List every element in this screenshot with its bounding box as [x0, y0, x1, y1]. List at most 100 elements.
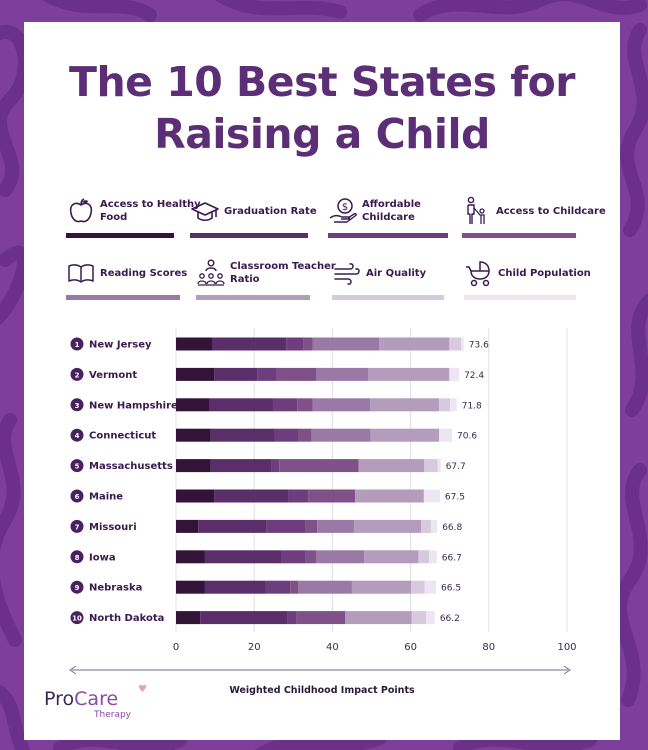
- heart-icon: ♥: [138, 684, 147, 695]
- bar-segment: [364, 550, 419, 564]
- total-label: 67.5: [445, 493, 465, 503]
- legend-swatch: [332, 295, 444, 300]
- bar-segment: [176, 367, 215, 381]
- legend-item-graduation: Graduation Rate: [190, 196, 317, 240]
- logo-sub: Therapy: [94, 710, 131, 720]
- bar-segment: [176, 519, 199, 533]
- total-label: 66.2: [440, 614, 460, 624]
- state-label: New Jersey: [89, 340, 152, 351]
- bar-segment: [449, 367, 460, 381]
- bar-segment: [297, 428, 312, 442]
- bar-segment: [423, 489, 440, 503]
- svg-text:$: $: [342, 202, 348, 213]
- legend-label: Affordable Childcare: [362, 199, 421, 223]
- bar-segment: [358, 459, 425, 473]
- bar-segment: [439, 428, 453, 442]
- legend-item-teacher-ratio: Classroom Teacher Ratio: [196, 258, 336, 302]
- apple-icon: [69, 198, 93, 223]
- bar-segment: [449, 337, 462, 351]
- legend-label: Access to Healthy Food: [100, 199, 201, 223]
- rank-badge: [70, 489, 84, 503]
- bar-segment: [421, 519, 431, 533]
- bar-segment: [426, 611, 435, 625]
- book-icon: [68, 264, 94, 283]
- bar-segment: [176, 459, 211, 473]
- rank-number: 4: [75, 432, 80, 440]
- rank-number: 9: [75, 584, 80, 592]
- legend-swatch: [66, 233, 174, 238]
- bar-segment: [297, 398, 313, 412]
- bar-segment: [370, 398, 440, 412]
- page-title: The 10 Best States for Raising a Child: [24, 56, 620, 160]
- bar-segment: [305, 519, 318, 533]
- total-label: 66.5: [441, 584, 461, 594]
- bar-segment: [214, 367, 258, 381]
- bar-segment: [287, 611, 297, 625]
- bar-segment: [410, 580, 425, 594]
- state-label: Vermont: [89, 370, 137, 381]
- rank-number: 2: [75, 371, 80, 379]
- rank-number: 7: [75, 523, 80, 531]
- bar-segment: [286, 337, 304, 351]
- axis-arrow-left: [69, 665, 77, 675]
- bar-segment: [312, 337, 380, 351]
- bar-segment: [354, 519, 422, 533]
- x-axis-label: Weighted Childhood Impact Points: [229, 685, 415, 696]
- total-label: 73.6: [469, 341, 489, 351]
- state-label: Iowa: [89, 552, 116, 563]
- rank-number: 10: [72, 615, 82, 623]
- axis-arrow-right: [563, 665, 571, 675]
- rank-badge: [70, 611, 84, 625]
- bar-segment: [424, 459, 438, 473]
- bar-segment: [176, 428, 211, 442]
- total-label: 70.6: [457, 432, 477, 442]
- dollar-hand-icon: $: [329, 198, 357, 223]
- bar-segment: [210, 428, 275, 442]
- bar-segment: [200, 611, 288, 625]
- bar-segment: [345, 611, 412, 625]
- rank-badge: [70, 337, 84, 351]
- bar-segment: [305, 550, 316, 564]
- bar-segment: [214, 489, 289, 503]
- bar-segment: [308, 489, 356, 503]
- rank-badge: [70, 580, 84, 594]
- bar-segment: [176, 337, 212, 351]
- bar-segment: [204, 550, 282, 564]
- bar-segment: [317, 519, 355, 533]
- infographic-card: The 10 Best States for Raising a Child A…: [24, 22, 620, 740]
- state-label: New Hampshire: [89, 400, 178, 411]
- bar-segment: [355, 489, 424, 503]
- state-label: North Dakota: [89, 613, 164, 624]
- bar-segment: [418, 550, 429, 564]
- rank-badge: [70, 519, 84, 533]
- state-label: Missouri: [89, 522, 137, 533]
- state-label: Connecticut: [89, 431, 156, 442]
- bar-segment: [316, 367, 369, 381]
- legend-item-child-population: Child Population: [464, 258, 591, 302]
- rank-badge: [70, 428, 84, 442]
- bar-segment: [211, 337, 287, 351]
- bar-segment: [272, 398, 298, 412]
- bar-segment: [279, 459, 359, 473]
- legend-label: Graduation Rate: [224, 205, 317, 217]
- bar-segment: [265, 580, 291, 594]
- legend-label: Child Population: [498, 267, 591, 279]
- bar-segment: [370, 428, 440, 442]
- legend-swatch: [464, 295, 576, 300]
- bar-segment: [296, 611, 346, 625]
- classroom-icon: [197, 259, 225, 286]
- legend-item-access-childcare: Access to Childcare: [462, 196, 606, 240]
- total-label: 66.8: [442, 523, 462, 533]
- legend-swatch: [190, 233, 308, 238]
- state-label: Maine: [89, 492, 123, 503]
- bar-segment: [368, 367, 450, 381]
- bar-segment: [312, 398, 371, 412]
- rank-number: 6: [75, 493, 80, 501]
- x-tick-label: 40: [326, 642, 339, 653]
- procare-logo: ProCare ♥ Therapy: [44, 684, 147, 720]
- bar-segment: [271, 459, 280, 473]
- total-label: 67.7: [446, 462, 466, 472]
- state-label: Nebraska: [89, 583, 142, 594]
- bar-segment: [303, 337, 313, 351]
- legend-swatch: [462, 233, 576, 238]
